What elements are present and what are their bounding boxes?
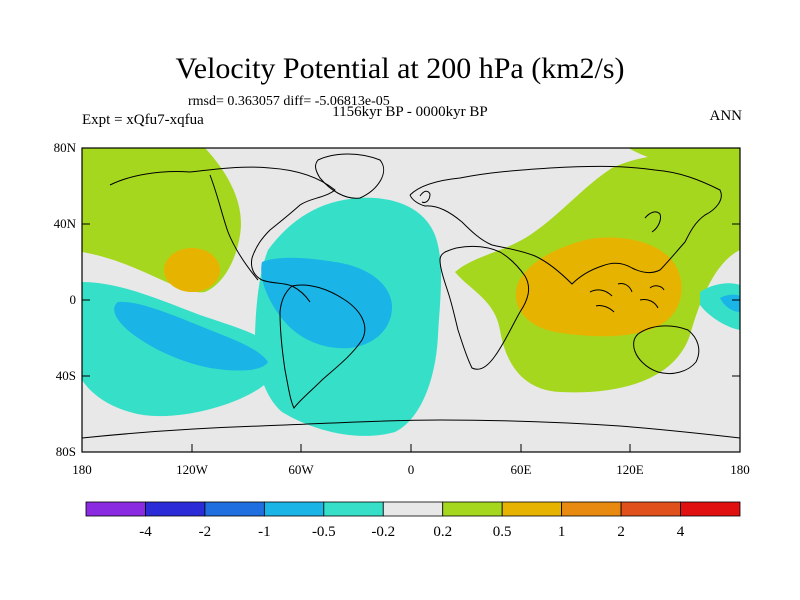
lat-tick-labels: 80N 40N 0 40S 80S	[54, 140, 77, 459]
season-label: ANN	[709, 108, 743, 124]
contour-positive-core-maritime	[515, 237, 682, 337]
coast-australia	[633, 325, 700, 375]
lon-tick-label: 60W	[288, 462, 314, 477]
contour-negative-core-amazon	[261, 257, 393, 349]
lat-tick-label: 40N	[54, 216, 77, 231]
lon-tick-label: 120W	[176, 462, 209, 477]
colorbar-box	[442, 501, 503, 517]
colorbar-label: -1	[258, 524, 271, 540]
colorbar-box	[561, 501, 622, 517]
lon-tick-marks	[81, 444, 741, 452]
colorbar-box	[501, 501, 563, 517]
lat-tick-label: 80N	[54, 140, 77, 155]
period-label: 1156kyr BP - 0000kyr BP	[332, 104, 488, 120]
lat-tick-label: 0	[70, 292, 77, 307]
colorbar-label: 2	[617, 524, 625, 540]
colorbar-label: 1	[558, 524, 566, 540]
lat-tick-label: 80S	[56, 444, 76, 459]
colorbar-label: -4	[139, 524, 152, 540]
coast-europe-asia	[409, 165, 722, 285]
lon-tick-labels: 180 120W 60W 0 60E 120E 180	[72, 462, 750, 477]
colorbar-label: -0.5	[312, 524, 336, 540]
plot-title: Velocity Potential at 200 hPa (km2/s)	[175, 52, 625, 85]
colorbar	[85, 501, 741, 517]
coast-japan	[644, 211, 661, 233]
colorbar-label: -0.2	[371, 524, 395, 540]
lon-tick-label: 0	[408, 462, 415, 477]
contour-positive-core-pacific	[164, 248, 220, 292]
contour-negative-east-pacific-core	[720, 294, 740, 312]
lat-tick-marks	[82, 147, 740, 453]
colorbar-box	[85, 501, 146, 517]
velocity-potential-field	[82, 148, 740, 452]
colorbar-labels: -4 -2 -1 -0.5 -0.2 0.2 0.5 1 2 4	[139, 524, 685, 540]
coastlines	[82, 153, 740, 439]
lon-tick-label: 60E	[511, 462, 532, 477]
colorbar-box	[145, 501, 206, 517]
colorbar-box	[680, 501, 741, 517]
coast-south-america	[279, 284, 366, 409]
colorbar-box	[263, 501, 325, 517]
lon-tick-label: 180	[730, 462, 750, 477]
colorbar-label: -2	[199, 524, 212, 540]
coast-greenland	[315, 153, 385, 199]
colorbar-box	[620, 501, 681, 517]
coast-britain	[419, 190, 431, 203]
colorbar-box	[382, 501, 444, 517]
coast-north-america	[109, 166, 336, 303]
contour-negative-core-pacific	[114, 301, 268, 371]
colorbar-label: 0.5	[493, 524, 512, 540]
rmsd-subtitle: rmsd= 0.363057 diff= -5.06813e-05	[188, 94, 390, 109]
lon-tick-label: 180	[72, 462, 92, 477]
colorbar-box	[323, 501, 384, 517]
experiment-label: Expt = xQfu7-xqfua	[82, 112, 204, 128]
coast-antarctica	[82, 419, 740, 439]
lat-tick-label: 40S	[56, 368, 76, 383]
colorbar-label: 4	[677, 524, 685, 540]
colorbar-label: 0.2	[433, 524, 452, 540]
coast-africa	[439, 245, 530, 370]
lon-tick-label: 120E	[616, 462, 644, 477]
colorbar-box	[204, 501, 265, 517]
coast-maritime-islands	[589, 283, 665, 313]
